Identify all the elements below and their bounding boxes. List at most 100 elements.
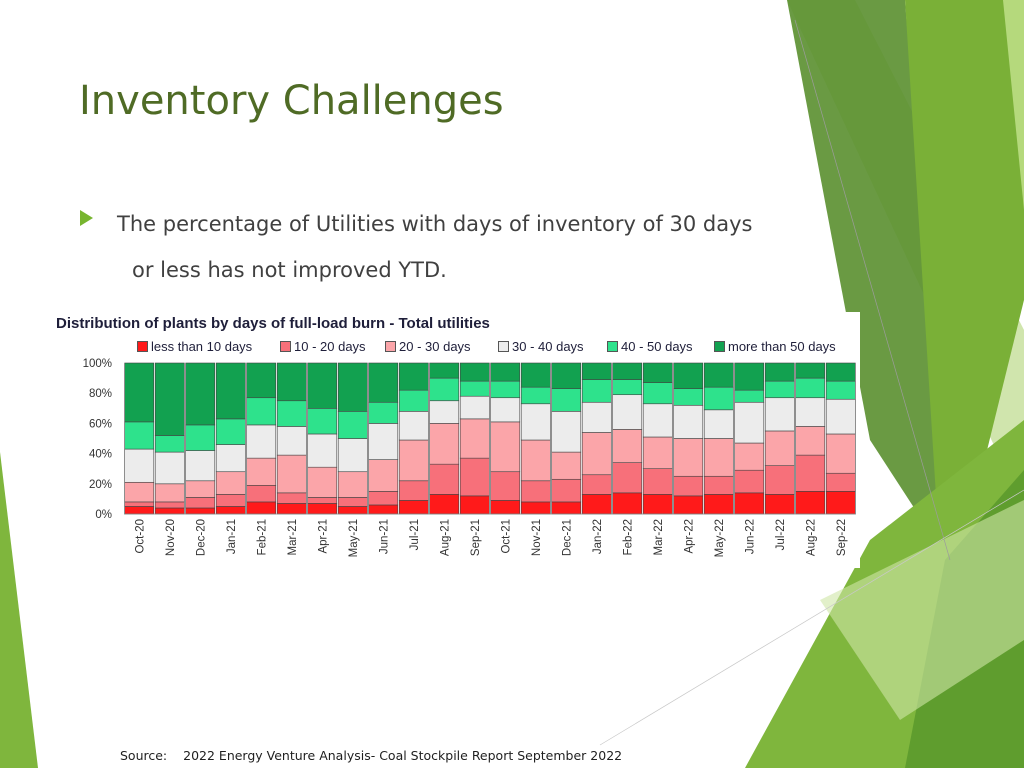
bar-segment	[734, 389, 765, 403]
bar-segment	[551, 451, 582, 480]
bar-segment	[246, 485, 277, 503]
x-tick-label: Sep-21	[470, 519, 482, 556]
bar-segment	[490, 362, 521, 382]
bar-segment	[612, 379, 643, 396]
bar-segment	[551, 501, 582, 515]
source-text: 2022 Energy Venture Analysis- Coal Stock…	[183, 748, 623, 763]
bar-segment	[642, 494, 673, 515]
bar-segment	[276, 492, 307, 504]
x-tick-label: Apr-21	[317, 519, 329, 554]
bar-segment	[551, 388, 582, 412]
bar-segment	[307, 433, 338, 468]
bar-segment	[703, 475, 734, 495]
bar-segment	[185, 480, 216, 498]
x-tick-label: Apr-22	[683, 519, 695, 554]
bar-segment	[581, 401, 612, 433]
bar-segment	[276, 362, 307, 402]
bar-segment	[703, 386, 734, 411]
bar-segment	[825, 398, 856, 435]
bar-segment	[307, 407, 338, 435]
bar-segment	[368, 491, 399, 506]
chart-legend: less than 10 days 10 - 20 days 20 - 30 day…	[55, 337, 860, 355]
bar-segment	[337, 411, 368, 439]
x-tick-label: Jan-21	[226, 519, 238, 554]
bar-segment	[673, 438, 704, 477]
bar-segment	[764, 494, 795, 515]
legend-swatch	[498, 341, 509, 353]
decor-shape	[820, 500, 1024, 720]
bar-segment	[795, 377, 826, 399]
legend-item: 30 - 40 days	[498, 339, 584, 354]
bar-segment	[337, 438, 368, 473]
decor-shape	[1003, 0, 1024, 210]
y-tick-label: 60%	[89, 418, 112, 430]
decor-shape	[0, 452, 38, 768]
x-tick-label: Mar-22	[653, 519, 665, 555]
bar-segment	[642, 382, 673, 405]
bar-segment	[124, 448, 155, 483]
legend-label: 10 - 20 days	[294, 339, 366, 354]
bar-segment	[459, 395, 490, 420]
bar-segment	[337, 471, 368, 498]
bar-segment	[703, 438, 734, 477]
bar-segment	[581, 379, 612, 403]
bar-segment	[246, 362, 277, 399]
bar-segment	[246, 501, 277, 515]
decor-line	[794, 19, 951, 561]
x-tick-label: Mar-21	[287, 519, 299, 555]
bar-segment	[429, 400, 460, 424]
y-tick-label: 80%	[89, 388, 112, 400]
bar-segment	[490, 380, 521, 399]
bar-segment	[185, 507, 216, 515]
triangle-bullet-icon	[80, 210, 93, 226]
bar-segment	[642, 362, 673, 383]
bar-segment	[490, 500, 521, 515]
bar-segment	[154, 507, 185, 515]
chart-plot: 0% 20% 40% 60% 80% 100% Oct-20 Nov-20 Dec-20 Jan-…	[83, 358, 856, 557]
x-tick-label: Nov-21	[531, 519, 543, 556]
bar-segment	[459, 457, 490, 497]
bar-segment	[124, 362, 155, 423]
bar-segment	[368, 423, 399, 460]
bar-segment	[459, 362, 490, 382]
x-tick-label: Jan-22	[592, 519, 604, 554]
bar-segment	[764, 465, 795, 495]
bar-segment	[734, 401, 765, 444]
bar-segment	[551, 478, 582, 503]
bar-segment	[612, 429, 643, 463]
x-tick-label: Feb-21	[256, 519, 268, 555]
bar-segment	[368, 459, 399, 492]
bar-segment	[825, 433, 856, 474]
legend-label: 40 - 50 days	[621, 339, 693, 354]
slide-title: Inventory Challenges	[79, 78, 504, 124]
bar-segment	[246, 424, 277, 459]
bar-segment	[795, 397, 826, 427]
bar-segment	[581, 432, 612, 476]
bar-segment	[429, 423, 460, 465]
bar-segment	[520, 501, 551, 515]
bar-segment	[764, 397, 795, 432]
bar-segment	[734, 469, 765, 494]
bar-segment	[307, 503, 338, 515]
bar-segment	[734, 362, 765, 391]
x-tick-label: Aug-22	[805, 519, 817, 556]
bar-segment	[185, 424, 216, 451]
legend-label: 20 - 30 days	[399, 339, 471, 354]
legend-label: less than 10 days	[151, 339, 253, 354]
bar-segment	[703, 494, 734, 515]
bar-segment	[154, 451, 185, 485]
bar-segment	[612, 492, 643, 515]
bar-segment	[429, 377, 460, 402]
legend-swatch	[137, 341, 148, 353]
bar-segment	[612, 462, 643, 494]
x-tick-label: Jul-21	[409, 519, 421, 550]
bar-segment	[795, 426, 826, 456]
bar-segment	[246, 457, 277, 486]
bar-segment	[337, 362, 368, 412]
chart-title: Distribution of plants by days of full-l…	[56, 315, 490, 332]
bar-segment	[276, 503, 307, 515]
x-tick-label: Jun-22	[744, 519, 756, 554]
bar-segment	[215, 444, 246, 473]
bar-segment	[246, 397, 277, 426]
y-tick-label: 100%	[83, 358, 112, 370]
